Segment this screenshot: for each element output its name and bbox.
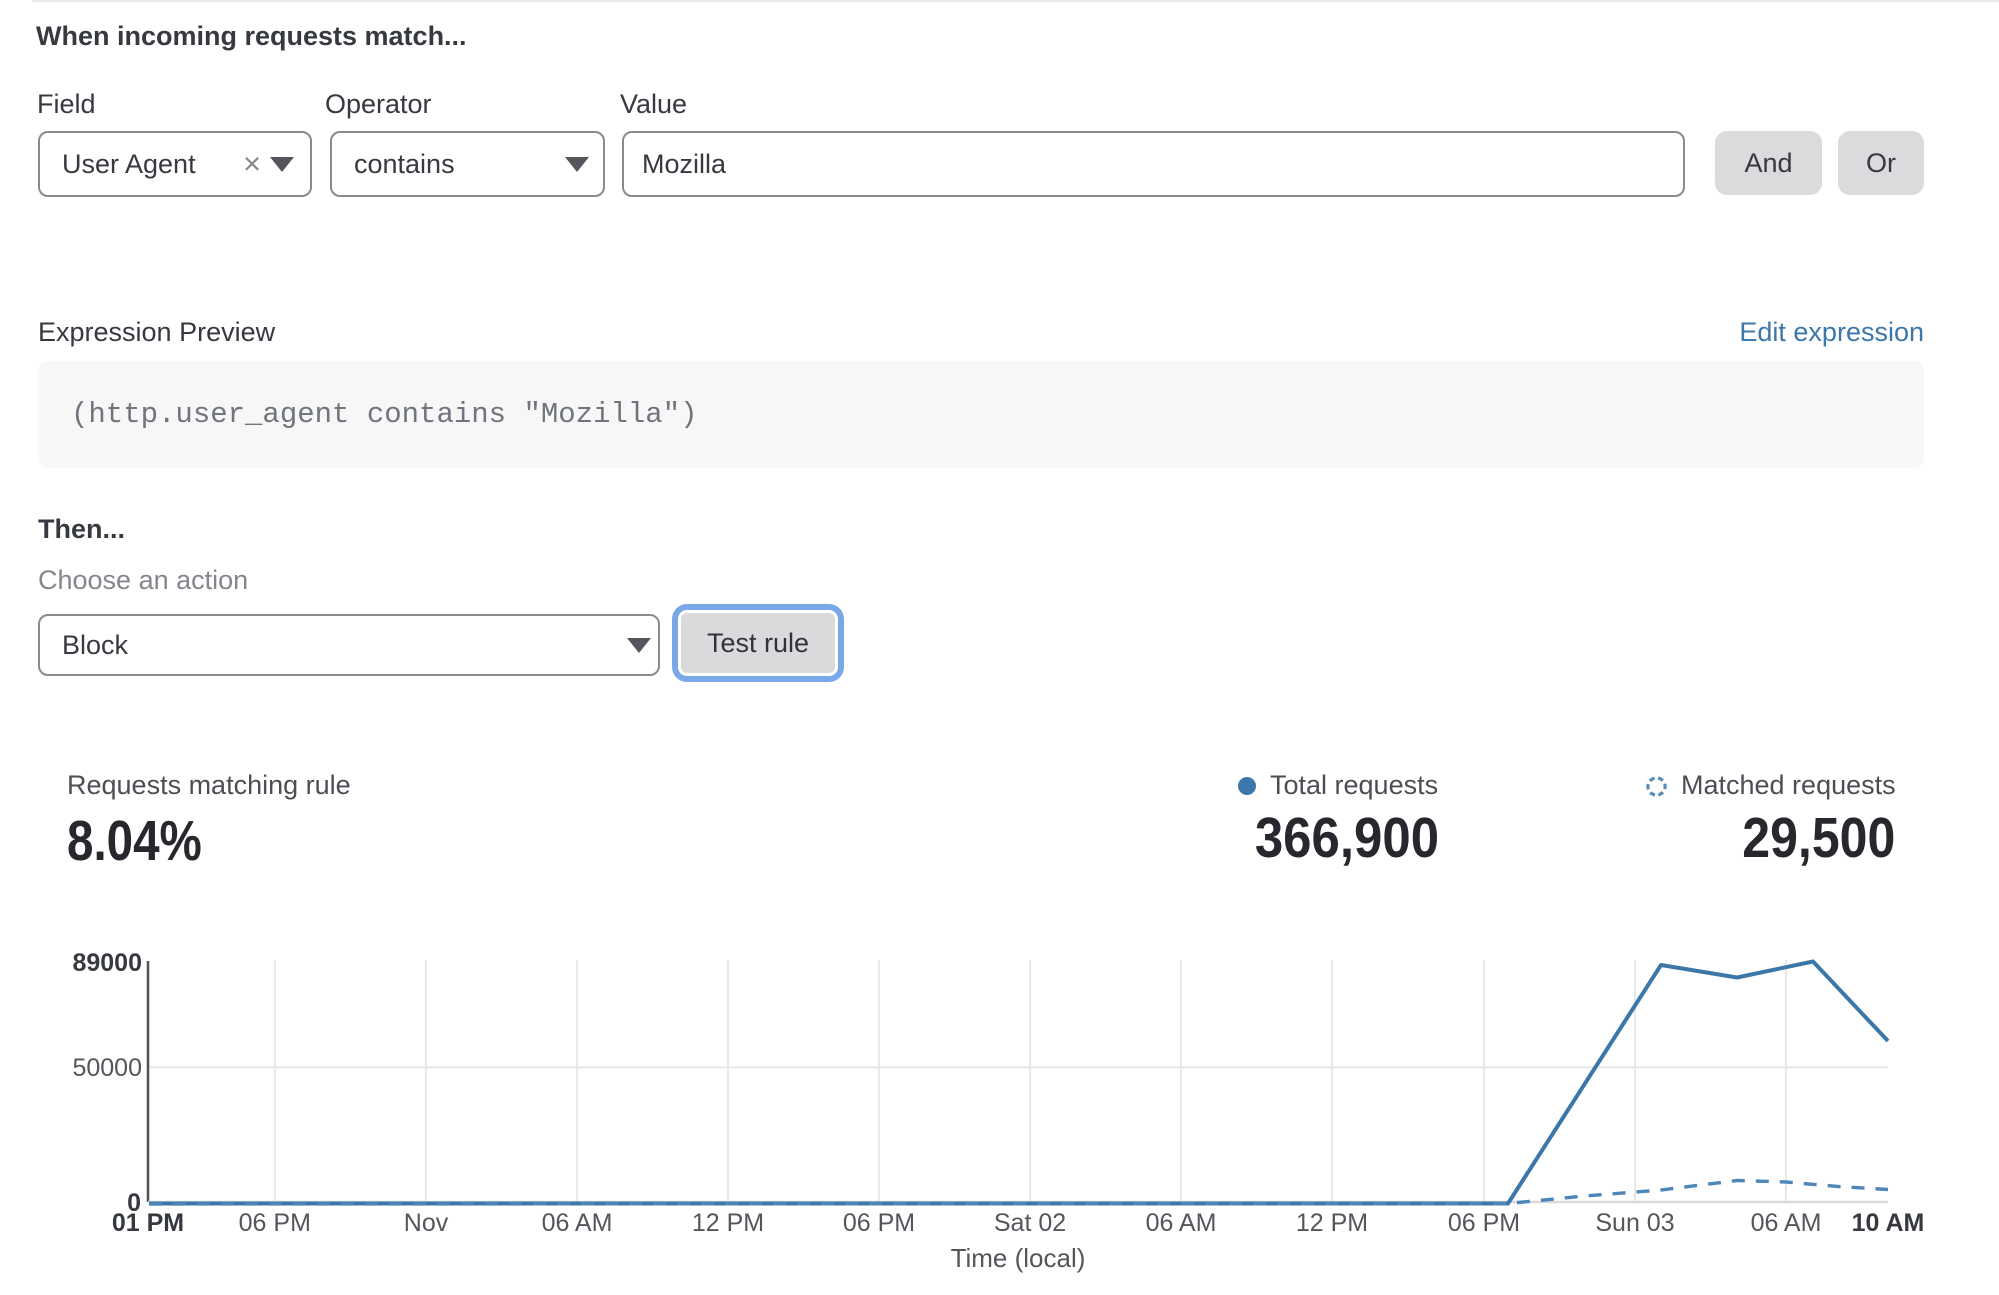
svg-text:06 PM: 06 PM <box>1448 1209 1520 1237</box>
svg-text:89000: 89000 <box>72 949 142 977</box>
svg-text:50000: 50000 <box>72 1054 142 1082</box>
svg-text:Time (local): Time (local) <box>951 1243 1086 1273</box>
svg-text:0: 0 <box>127 1189 141 1217</box>
svg-text:Sun 03: Sun 03 <box>1595 1209 1674 1237</box>
svg-text:Nov: Nov <box>404 1209 449 1237</box>
svg-text:06 AM: 06 AM <box>542 1209 613 1237</box>
svg-text:01 PM: 01 PM <box>112 1209 184 1237</box>
svg-text:12 PM: 12 PM <box>692 1209 764 1237</box>
svg-text:Sat 02: Sat 02 <box>994 1209 1066 1237</box>
svg-text:10 AM: 10 AM <box>1852 1209 1925 1237</box>
svg-text:12 PM: 12 PM <box>1296 1209 1368 1237</box>
svg-text:06 AM: 06 AM <box>1751 1209 1822 1237</box>
svg-text:06 PM: 06 PM <box>239 1209 311 1237</box>
svg-text:06 AM: 06 AM <box>1146 1209 1217 1237</box>
svg-text:06 PM: 06 PM <box>843 1209 915 1237</box>
